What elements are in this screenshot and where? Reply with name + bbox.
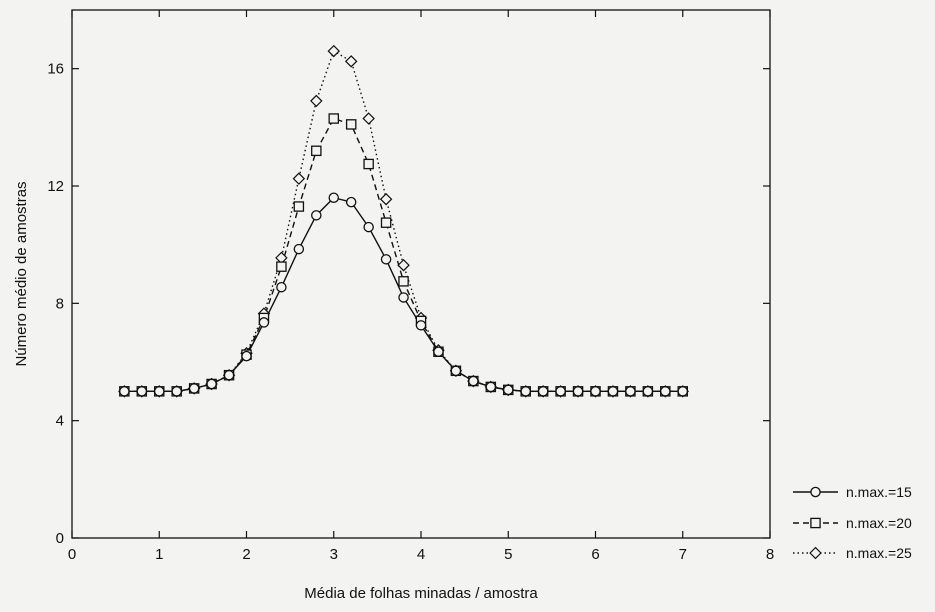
series-1-point [311,210,322,221]
x-tick-label: 3 [330,546,338,563]
series-1-point [607,386,619,397]
x-tick-label: 2 [242,546,250,563]
series-1-point [625,386,636,397]
x-tick-label: 8 [766,546,774,563]
series-2-point [345,119,357,130]
series-1-point [206,378,217,390]
series-1-point [328,192,339,203]
series-1-point [345,196,357,208]
legend-label-3: n.max.=25 [846,545,912,561]
series-1-point [677,386,689,397]
series-1-point [590,386,601,397]
x-tick-label: 6 [591,546,599,563]
legend-label-2: n.max.=20 [846,515,912,531]
series-1-point [293,243,305,255]
series-1-point [171,386,182,397]
series-1-point [433,346,444,357]
series-1-point [380,254,392,265]
legend-marker-1 [810,486,821,498]
series-1-point [363,221,374,233]
series-3-point [362,112,375,125]
legend-marker-2 [810,517,821,529]
y-axis-title: Número médio de amostras [13,181,30,366]
series-1-point [398,292,409,303]
series-1-point [276,281,287,293]
series-1-point [241,350,252,362]
legend-label-1: n.max.=15 [846,484,912,500]
y-tick-label: 12 [47,178,64,195]
series-1-point [415,320,427,331]
series-2-point [276,261,287,272]
x-tick-label: 7 [679,546,687,563]
series-1-point [223,369,235,381]
series-3-point [292,172,306,185]
series-3-point [397,258,410,272]
x-tick-label: 4 [417,546,425,563]
series-line-2 [124,117,683,393]
series-1-point [188,383,200,394]
series-line-3 [124,50,683,393]
series-2-point [293,201,305,212]
x-tick-label: 5 [504,546,512,563]
y-tick-label: 8 [56,295,64,312]
series-2-point [363,158,374,170]
series-1-point [555,386,566,397]
series-1-point [642,386,654,397]
series-3-point [344,55,358,68]
series-1-point [520,386,531,397]
legend-marker-3 [809,546,822,560]
series-3-point [310,94,323,108]
series-1-point [502,384,514,396]
series-1-point [468,375,479,387]
x-axis-title: Média de folhas minadas / amostra [304,585,538,602]
y-tick-label: 0 [56,530,64,547]
y-tick-label: 16 [47,61,64,78]
series-3-point [379,192,393,206]
series-1-point [136,386,148,397]
series-1-point [660,386,671,397]
x-tick-label: 0 [68,546,76,563]
series-1-point [537,386,549,397]
series-2-point [398,276,409,287]
series-1-point [450,365,462,377]
series-3-point [327,44,340,58]
x-tick-label: 1 [155,546,163,563]
y-tick-label: 4 [56,413,64,430]
series-1-point [153,386,165,397]
series-1-point [572,386,584,397]
series-1-point [485,381,497,393]
series-2-point [380,217,392,228]
series-2-point [311,145,322,157]
series-1-point [258,317,270,328]
series-1-point [119,386,130,397]
series-2-point [328,113,339,124]
plot-frame [71,9,771,539]
